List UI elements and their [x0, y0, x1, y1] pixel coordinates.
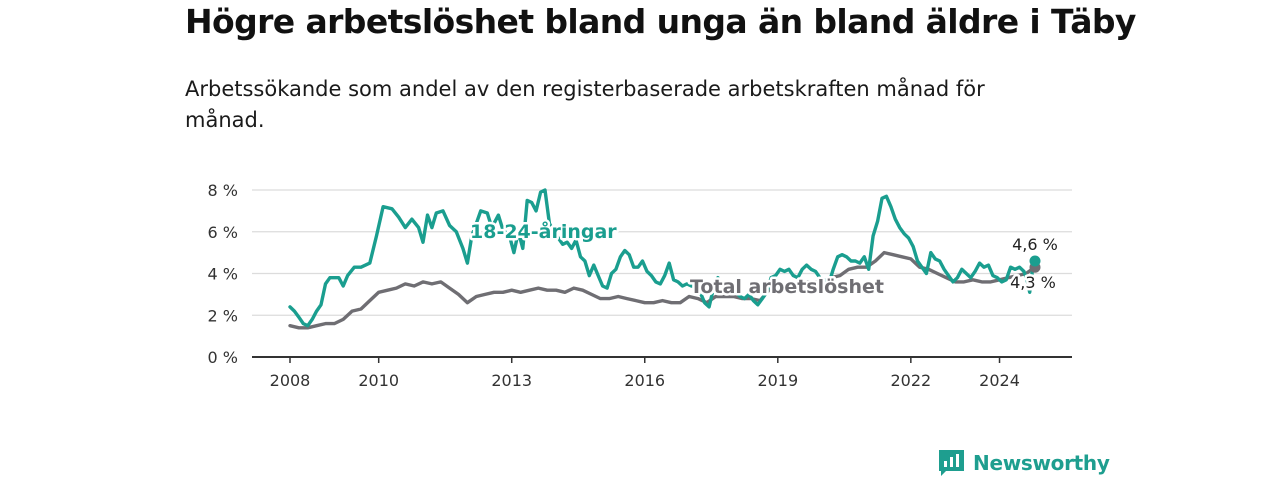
series-line-18-24-åringar: [288, 188, 1037, 328]
end-point-marker: [1029, 255, 1041, 267]
x-tick-label: 2019: [757, 371, 798, 390]
series-line-total-arbetslöshet: [288, 250, 1037, 330]
series-label-total: Total arbetslöshet: [690, 276, 884, 298]
newsworthy-logo-icon: [939, 450, 964, 476]
y-tick-label: 8 %: [208, 181, 238, 200]
series-labels: 18-24-åringar Total arbetslöshet 4,6 % 4,3 …: [468, 217, 1061, 301]
y-axis-ticks: 0 % 2 % 4 % 6 % 8 %: [208, 181, 238, 367]
chart-subtitle: Arbetssökande som andel av den registerb…: [185, 77, 985, 132]
x-tick-label: 2016: [624, 371, 665, 390]
x-tick-label: 2008: [270, 371, 311, 390]
end-markers: [1029, 255, 1041, 273]
x-tick-label: 2010: [358, 371, 399, 390]
x-tick-label: 2022: [890, 371, 931, 390]
end-value-label-total: 4,3 %: [1010, 273, 1056, 292]
y-tick-label: 6 %: [208, 223, 238, 242]
y-tick-label: 0 %: [208, 348, 238, 367]
y-tick-label: 2 %: [208, 306, 238, 325]
brand-logo: Newsworthy: [938, 449, 1110, 477]
y-tick-label: 4 %: [208, 265, 238, 284]
brand-name: Newsworthy: [973, 451, 1110, 475]
end-value-label-youth: 4,6 %: [1012, 235, 1058, 254]
chart-title: Högre arbetslöshet bland unga än bland ä…: [185, 2, 1136, 41]
x-tick-label: 2013: [491, 371, 532, 390]
x-axis-ticks: 2008 2010 2013 2016 2019 2022 2024: [270, 357, 1020, 390]
x-tick-label: 2024: [979, 371, 1020, 390]
series-lines: [288, 188, 1037, 330]
series-label-youth: 18-24-åringar: [470, 219, 617, 243]
